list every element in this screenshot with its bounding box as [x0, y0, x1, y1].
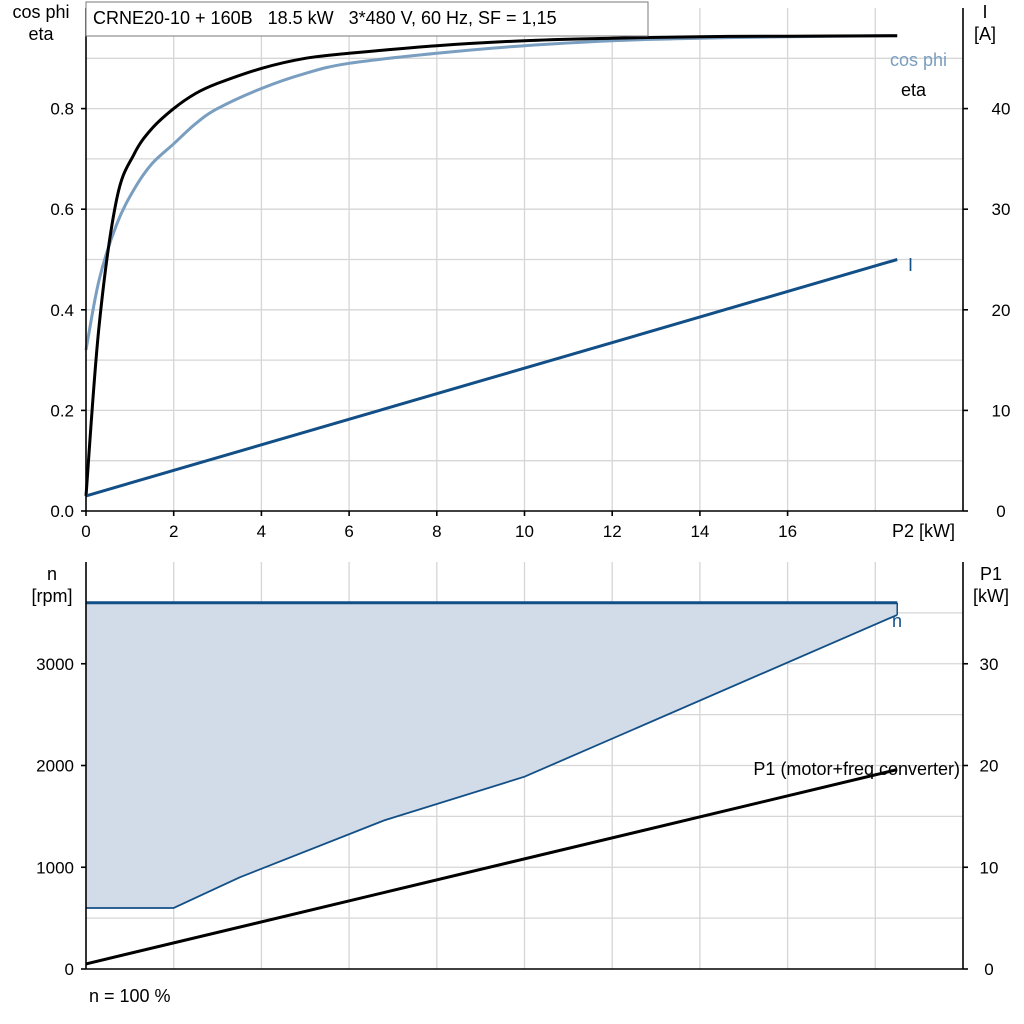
- top-y-tick-label: 0.4: [50, 301, 74, 320]
- top-left-ylabel-line1: cos phi: [12, 2, 69, 22]
- top-series-layer: [84, 34, 898, 498]
- p1-power-line: [85, 768, 898, 966]
- top-right-tick-label: 10: [992, 401, 1011, 420]
- series-label-p1: P1 (motor+freq.converter): [753, 759, 960, 779]
- top-x-tick-label: 10: [515, 522, 534, 541]
- bottom-right-ylabel-line1: P1: [980, 564, 1002, 584]
- top-x-tick-label: 14: [690, 522, 709, 541]
- top-right-ylabel-line2: [A]: [974, 24, 996, 44]
- top-y-tick-label: 0.0: [50, 502, 74, 521]
- bottom-y-tick-label: 1000: [36, 858, 74, 877]
- current-line: [85, 258, 898, 498]
- operating-area-fill: [86, 602, 898, 908]
- top-right-ylabel-line1: I: [982, 2, 987, 22]
- bottom-y-tick-label: 2000: [36, 757, 74, 776]
- top-x-tick-label: 12: [603, 522, 622, 541]
- top-left-ylabel-line2: eta: [28, 24, 54, 44]
- bottom-left-ylabel-line1: n: [47, 564, 57, 584]
- chart-title: CRNE20-10 + 160B 18.5 kW 3*480 V, 60 Hz,…: [93, 8, 557, 28]
- top-y-tick-label: 0.6: [50, 200, 74, 219]
- bottom-right-tick-label: 30: [980, 655, 999, 674]
- bottom-y-tick-label: 0: [65, 960, 74, 979]
- top-right-tick-label: 20: [992, 301, 1011, 320]
- series-label-n: n: [892, 611, 902, 631]
- series-label-i: I: [908, 255, 913, 275]
- top-right-tick-label: 0: [996, 502, 1005, 521]
- top-x-tick-label: 2: [169, 522, 178, 541]
- series-label-eta: eta: [901, 80, 927, 100]
- eta-line: [84, 34, 898, 497]
- top-x-tick-label: 0: [81, 522, 90, 541]
- series-label-cos-phi: cos phi: [890, 50, 947, 70]
- top-x-tick-label: 6: [344, 522, 353, 541]
- tick-labels: 0 2 4 6 8 10 12 14 16 0.0 0.2 0.4 0.6 0.8 0 10 20 30 40 0 10…: [36, 100, 1010, 979]
- bottom-right-tick-label: 10: [980, 858, 999, 877]
- top-x-tick-label: 16: [778, 522, 797, 541]
- top-y-tick-label: 0.2: [50, 401, 74, 420]
- bottom-right-tick-label: 20: [980, 757, 999, 776]
- min-speed-boundary-line: [86, 614, 898, 909]
- top-grid: [86, 8, 963, 511]
- top-right-tick-label: 40: [992, 100, 1011, 119]
- title-box: [85, 1, 649, 37]
- top-x-tick-label: 4: [257, 522, 266, 541]
- bottom-right-tick-label: 0: [984, 960, 993, 979]
- top-x-tick-label: 8: [432, 522, 441, 541]
- bottom-right-ylabel-line2: [kW]: [973, 586, 1009, 606]
- top-right-tick-label: 30: [992, 200, 1011, 219]
- top-y-tick-label: 0.8: [50, 100, 74, 119]
- top-xlabel: P2 [kW]: [892, 521, 955, 541]
- bottom-left-ylabel-line2: [rpm]: [31, 586, 72, 606]
- bottom-y-tick-label: 3000: [36, 655, 74, 674]
- cos-phi-line: [84, 34, 898, 351]
- bottom-series-layer: [85, 601, 898, 966]
- footnote-speed: n = 100 %: [89, 986, 171, 1006]
